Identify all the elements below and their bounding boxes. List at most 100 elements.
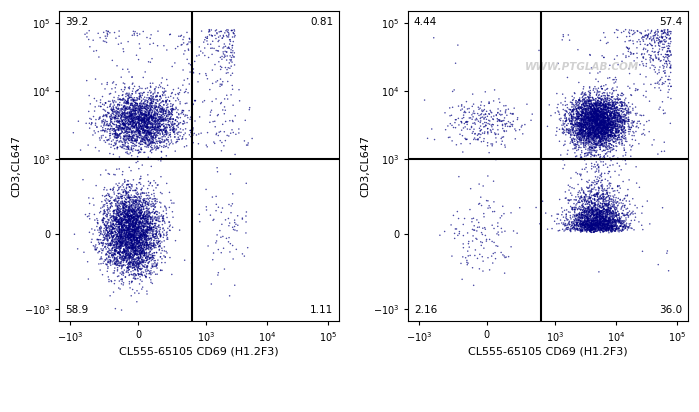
Point (167, 224, 178, 231)
Point (568, 107, 579, 113)
Point (487, 124, 498, 130)
Point (161, 127, 172, 133)
Point (139, 199, 150, 206)
Point (584, 117, 596, 124)
Point (565, 118, 577, 124)
Point (127, 187, 138, 194)
Point (612, 115, 623, 122)
Point (164, 126, 175, 133)
Point (143, 227, 154, 233)
Point (584, 104, 596, 110)
Point (591, 223, 602, 230)
Point (127, 245, 138, 251)
Point (136, 256, 147, 262)
Point (601, 206, 612, 213)
Point (226, 59, 238, 66)
Point (148, 239, 159, 246)
Point (156, 148, 167, 155)
Point (142, 125, 153, 131)
Point (229, 219, 240, 226)
Point (152, 124, 164, 131)
Point (612, 136, 624, 143)
Point (597, 132, 608, 139)
Point (147, 98, 159, 104)
Point (603, 124, 614, 131)
Point (136, 234, 147, 241)
Point (143, 178, 154, 185)
Point (658, 63, 670, 70)
Point (588, 126, 599, 132)
Point (97, 113, 108, 120)
Point (94, 225, 105, 232)
Point (594, 224, 605, 231)
Point (120, 212, 131, 219)
Point (590, 215, 601, 221)
Point (584, 219, 596, 225)
Point (603, 136, 614, 143)
Point (586, 225, 597, 231)
Point (482, 120, 493, 127)
Point (607, 132, 618, 139)
Point (561, 101, 572, 108)
Point (108, 220, 119, 227)
Point (601, 126, 612, 133)
Point (101, 262, 113, 268)
Point (146, 115, 157, 122)
Point (103, 225, 114, 231)
Point (587, 120, 598, 126)
Point (100, 100, 111, 106)
Point (603, 217, 614, 224)
Point (129, 246, 140, 252)
Point (224, 117, 236, 124)
Point (134, 258, 145, 265)
Point (132, 215, 143, 222)
Point (120, 187, 131, 194)
Point (579, 132, 591, 139)
Point (152, 98, 164, 104)
Point (596, 106, 607, 113)
Point (577, 119, 589, 125)
Point (126, 216, 137, 222)
Point (107, 107, 118, 113)
Point (589, 147, 600, 154)
Point (139, 122, 150, 129)
Point (153, 138, 164, 145)
Point (134, 121, 145, 128)
Point (124, 221, 135, 228)
Point (224, 53, 236, 59)
Point (583, 98, 594, 105)
Point (108, 209, 120, 216)
Point (584, 147, 596, 154)
Point (512, 116, 523, 123)
Point (654, 84, 665, 91)
Point (603, 135, 614, 142)
Point (599, 222, 610, 228)
Point (143, 224, 154, 231)
Point (128, 260, 139, 267)
Point (122, 226, 133, 233)
Point (125, 202, 136, 208)
Point (147, 103, 159, 109)
Point (126, 96, 137, 103)
Point (129, 102, 140, 108)
Point (589, 228, 600, 234)
Point (586, 94, 598, 101)
Point (134, 223, 145, 229)
Point (496, 141, 507, 147)
Point (141, 234, 152, 240)
Point (122, 100, 134, 106)
Point (596, 103, 607, 109)
Point (132, 203, 143, 209)
Point (131, 125, 143, 131)
Point (589, 119, 600, 126)
Point (122, 204, 133, 211)
Point (155, 118, 166, 125)
Point (112, 132, 123, 139)
Point (150, 116, 161, 122)
Point (589, 125, 600, 131)
Point (162, 236, 173, 243)
Point (98, 260, 109, 267)
Point (108, 256, 120, 262)
Point (584, 209, 595, 215)
Point (579, 223, 591, 230)
